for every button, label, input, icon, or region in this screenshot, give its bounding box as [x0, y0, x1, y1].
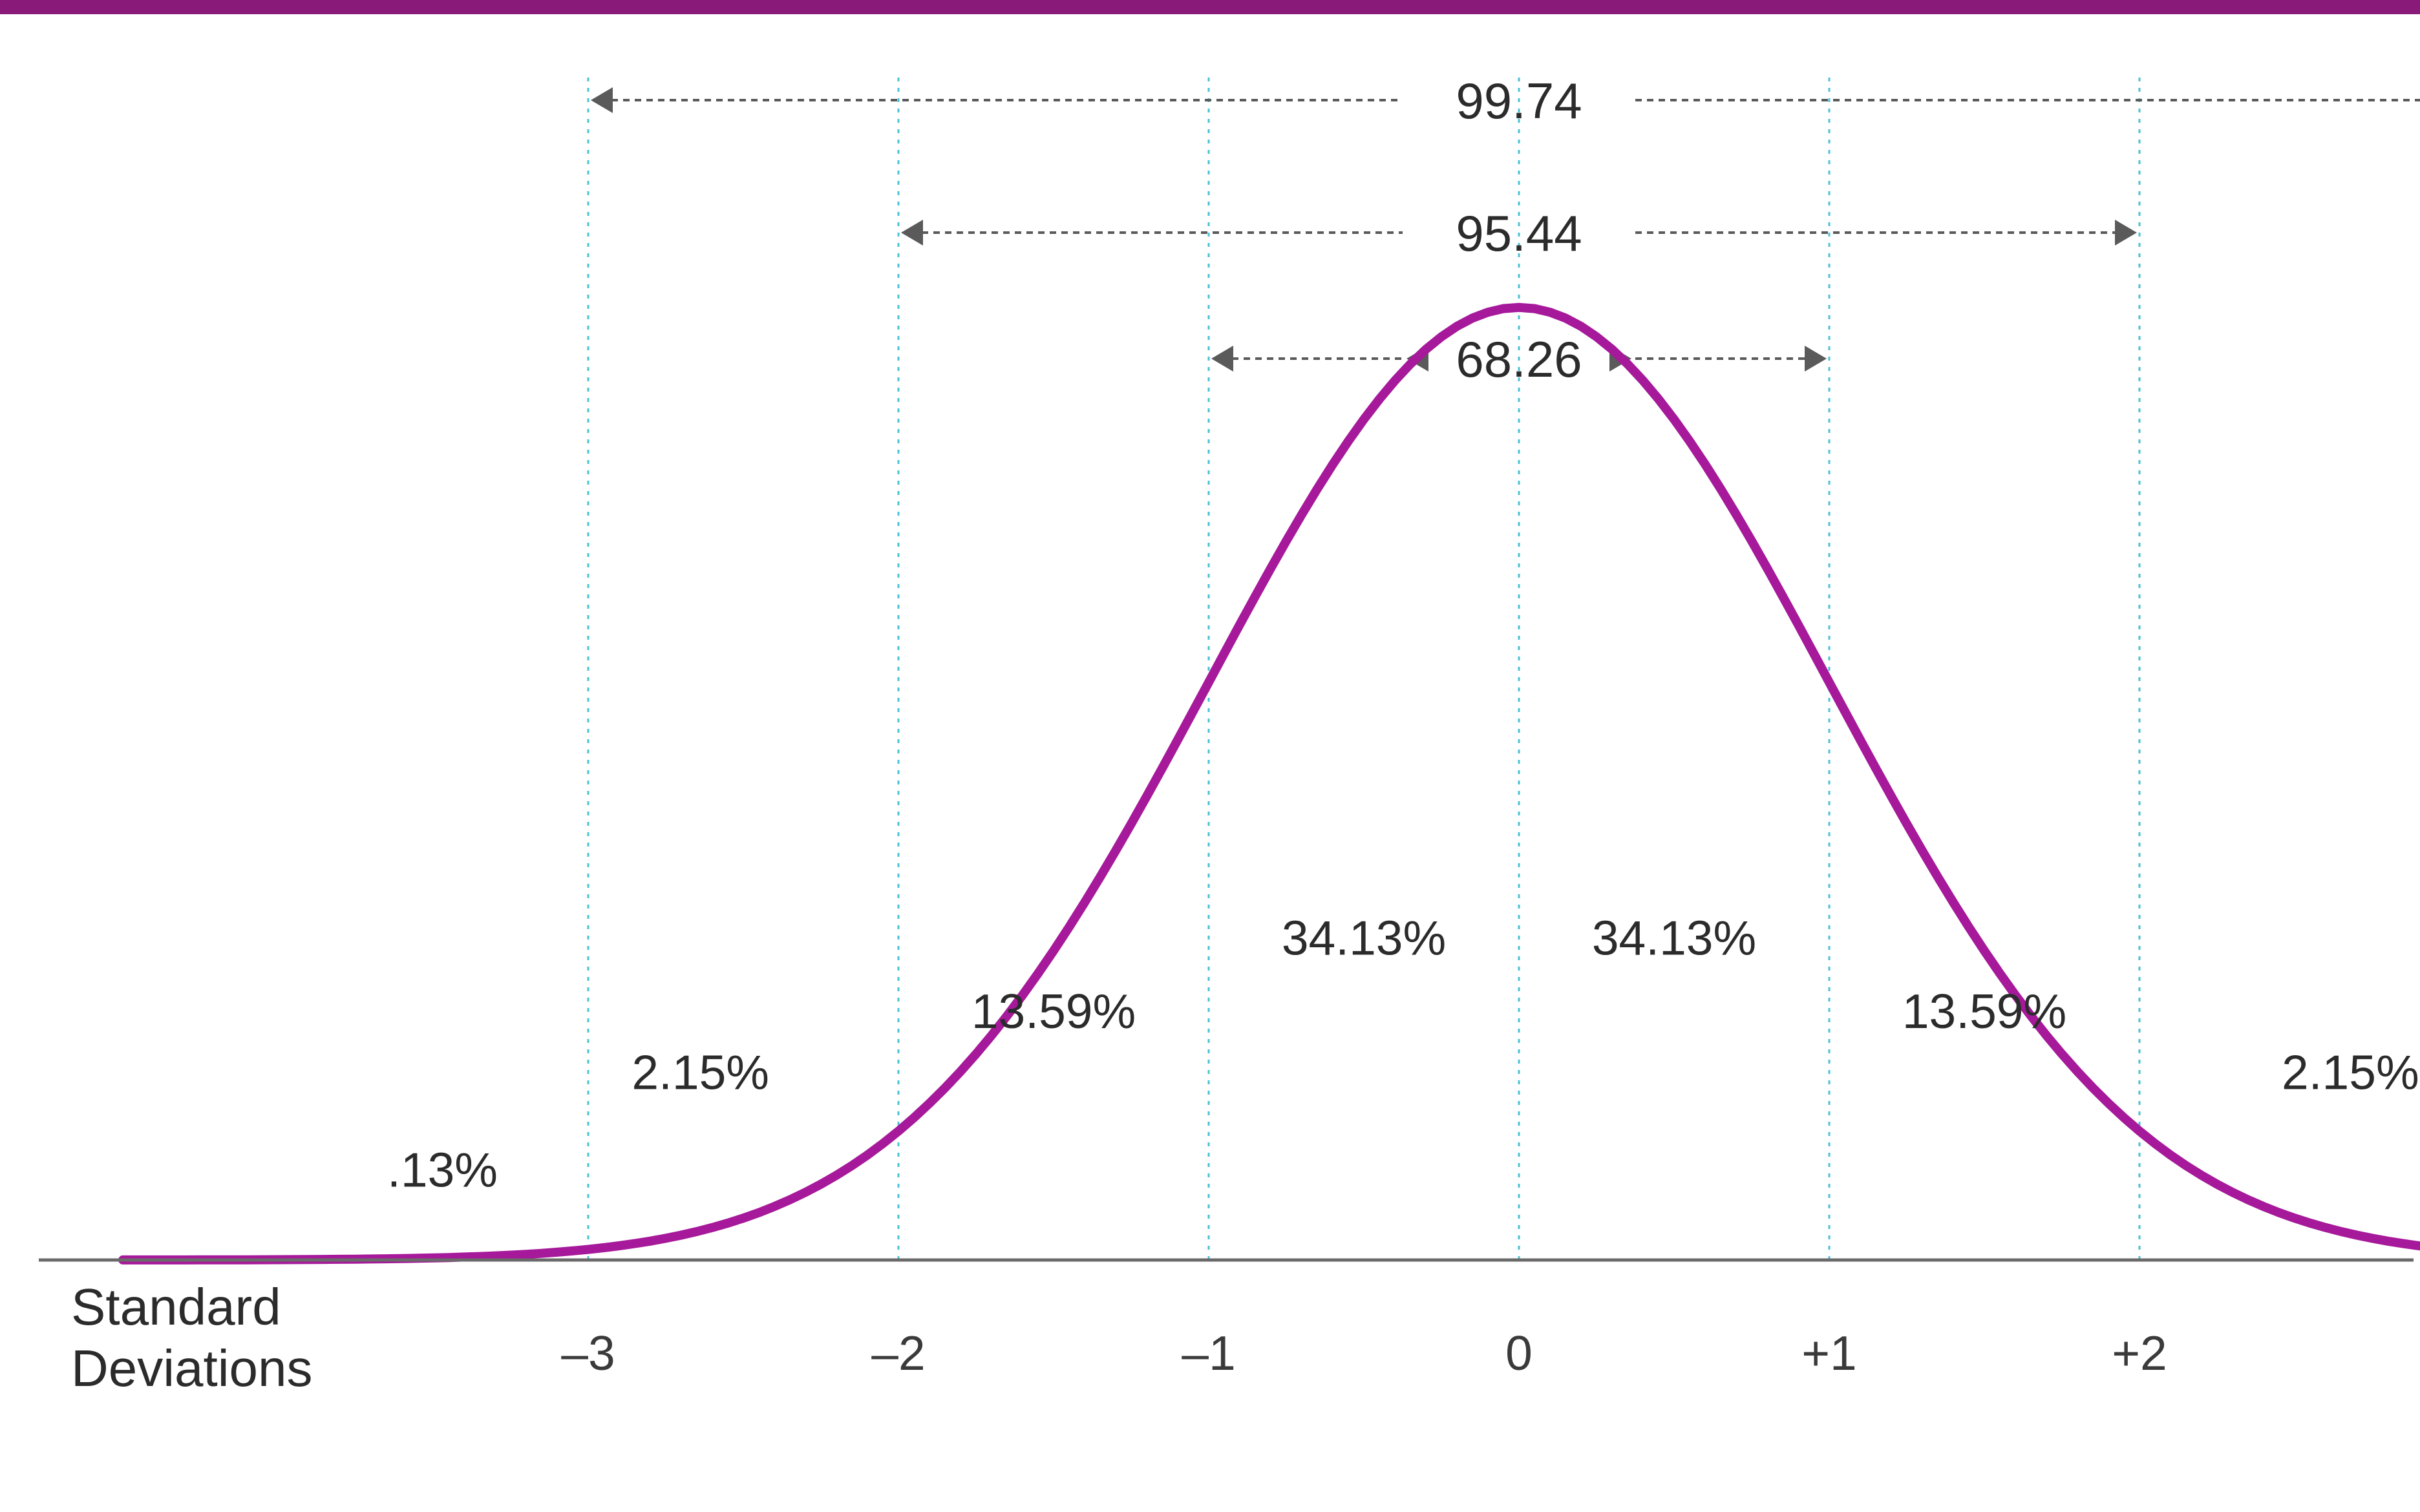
x-axis-title-line1: Standard — [71, 1278, 281, 1336]
top-bar — [0, 0, 2420, 14]
x-tick-label: +1 — [1801, 1326, 1857, 1380]
region-pct-label: 2.15% — [632, 1045, 769, 1099]
x-tick-label: +2 — [2112, 1326, 2167, 1380]
range-label: 99.74 — [1456, 72, 1582, 129]
region-pct-label: 34.13% — [1282, 911, 1446, 965]
x-tick-label: –3 — [561, 1326, 615, 1380]
range-label: 68.26 — [1456, 331, 1582, 388]
region-pct-label: 34.13% — [1592, 911, 1756, 965]
region-pct-label: 13.59% — [971, 984, 1136, 1038]
x-tick-label: –1 — [1182, 1326, 1235, 1380]
range-label: 95.44 — [1456, 205, 1582, 262]
region-pct-label: 13.59% — [1902, 984, 2066, 1038]
region-pct-label: 2.15% — [2282, 1045, 2419, 1099]
x-tick-label: –2 — [871, 1326, 925, 1380]
chart-svg: 68.26 95.44 99.74 .13% 2.15% 13.59% 34.13% 34.1… — [0, 0, 2420, 1512]
x-axis-title-line2: Deviations — [71, 1339, 313, 1397]
normal-distribution-chart: 68.26 95.44 99.74 .13% 2.15% 13.59% 34.13% 34.1… — [0, 0, 2420, 1512]
region-pct-label: .13% — [387, 1143, 498, 1197]
x-tick-label: 0 — [1505, 1326, 1533, 1380]
chart-bg — [0, 0, 2420, 1512]
